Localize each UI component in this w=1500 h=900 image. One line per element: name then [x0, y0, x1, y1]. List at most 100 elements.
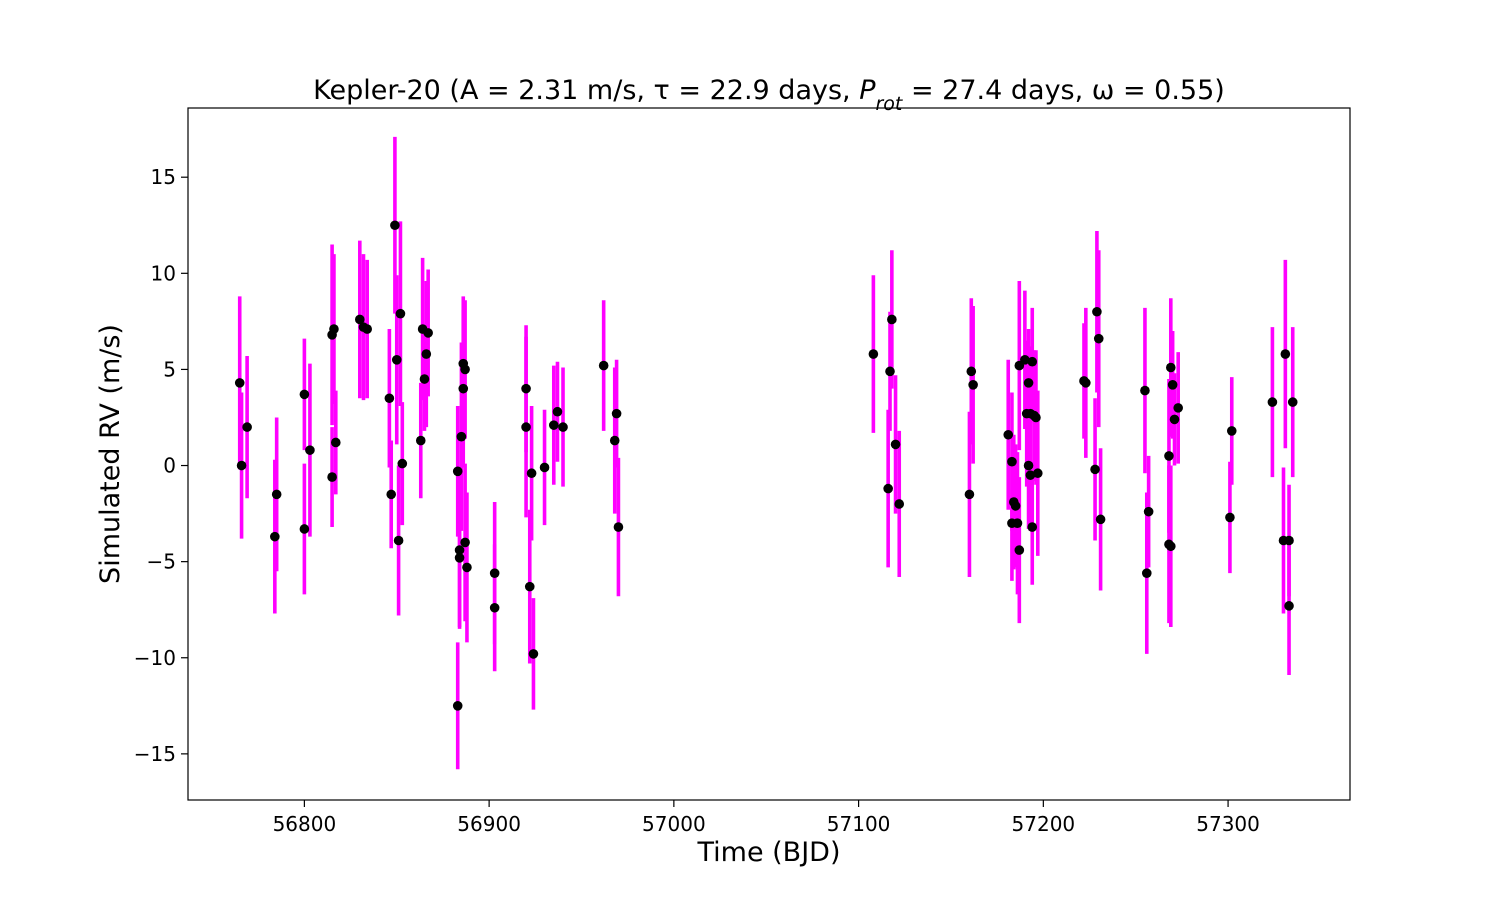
- data-point: [384, 393, 395, 404]
- data-point: [1141, 568, 1152, 578]
- data-point: [1014, 545, 1025, 555]
- data-point: [1167, 380, 1178, 390]
- chart-title-p-symbol: P: [859, 75, 876, 106]
- data-point: [460, 537, 470, 548]
- data-point: [1027, 522, 1038, 532]
- data-point: [330, 437, 341, 448]
- data-point: [1173, 403, 1183, 413]
- y-tick-label: 0: [163, 454, 176, 478]
- data-point: [1267, 397, 1278, 407]
- data-point: [611, 408, 622, 419]
- data-point: [1093, 333, 1104, 344]
- data-point: [1166, 362, 1176, 373]
- y-axis: −15 −10 −5 0 5 10 15: [134, 165, 188, 766]
- data-point: [1226, 426, 1237, 436]
- data-point: [299, 524, 310, 534]
- data-point: [528, 649, 539, 659]
- data-point: [395, 308, 406, 319]
- data-point: [526, 468, 537, 479]
- data-point: [558, 422, 568, 432]
- data-point: [552, 406, 563, 417]
- data-point: [1020, 355, 1030, 365]
- data-point: [1092, 306, 1102, 317]
- data-point: [305, 445, 315, 455]
- data-point: [329, 324, 339, 334]
- x-tick-label: 57000: [642, 812, 706, 836]
- data-point: [386, 489, 397, 500]
- data-point: [489, 568, 500, 578]
- plot-area: [234, 136, 1298, 770]
- data-point: [1012, 518, 1023, 528]
- data-point: [234, 378, 245, 388]
- data-point: [968, 380, 978, 390]
- data-point: [423, 328, 433, 338]
- data-point: [1032, 468, 1043, 479]
- data-point: [242, 422, 252, 432]
- data-point: [454, 553, 465, 563]
- data-point: [362, 324, 372, 334]
- data-point: [397, 458, 408, 469]
- data-point: [415, 435, 426, 446]
- data-point: [1284, 601, 1294, 611]
- data-point: [539, 462, 550, 473]
- data-point: [894, 499, 905, 509]
- data-point: [489, 602, 500, 613]
- x-tick-label: 56800: [273, 812, 337, 836]
- data-point: [1027, 356, 1038, 367]
- data-point: [393, 535, 404, 546]
- data-point: [456, 431, 467, 442]
- data-point: [883, 483, 893, 494]
- data-point: [548, 420, 559, 430]
- x-axis: 56800 56900 57000 57100 57200 57300: [273, 800, 1260, 836]
- x-axis-label: Time (BJD): [696, 837, 840, 868]
- data-point: [524, 581, 535, 592]
- data-point: [1031, 412, 1041, 423]
- data-point: [1081, 378, 1091, 388]
- x-tick-label: 57300: [1196, 812, 1260, 836]
- data-point: [1287, 397, 1298, 407]
- data-point: [454, 545, 465, 555]
- data-point: [390, 220, 400, 231]
- data-point: [1003, 429, 1014, 440]
- x-tick-label: 57200: [1012, 812, 1076, 836]
- data-point: [966, 366, 977, 377]
- data-point: [609, 435, 620, 446]
- data-point: [521, 422, 531, 432]
- data-point: [598, 360, 609, 371]
- data-point: [964, 489, 975, 500]
- data-point: [299, 389, 310, 400]
- data-point: [885, 366, 895, 377]
- y-tick-label: −5: [147, 550, 176, 574]
- data-point: [271, 489, 282, 500]
- data-point: [458, 383, 469, 394]
- data-point: [327, 472, 337, 482]
- data-point: [419, 374, 430, 384]
- y-tick-label: −10: [134, 646, 176, 670]
- data-point: [1023, 460, 1034, 471]
- data-point: [1143, 506, 1154, 517]
- data-point: [1025, 470, 1036, 480]
- data-point: [1284, 535, 1294, 546]
- data-point: [236, 460, 247, 471]
- axes-frame: [187, 107, 1351, 801]
- data-point: [1280, 349, 1291, 359]
- chart-title-prefix: Kepler-20 (A = 2.31 m/s, τ = 22.9 days,: [313, 75, 859, 106]
- data-point: [460, 364, 470, 375]
- chart-title-p-subscript: rot: [876, 93, 904, 115]
- data-point: [1090, 464, 1100, 475]
- data-point: [355, 314, 365, 325]
- x-tick-label: 56900: [457, 812, 521, 836]
- data-point: [452, 466, 463, 477]
- data-point: [391, 355, 402, 365]
- data-point: [613, 522, 624, 532]
- chart-title-suffix: = 27.4 days, ω = 0.55): [902, 75, 1224, 106]
- data-point: [868, 349, 879, 359]
- data-point: [452, 701, 463, 711]
- data-point: [1023, 378, 1034, 388]
- x-tick-label: 57100: [827, 812, 891, 836]
- data-point: [1164, 451, 1174, 461]
- data-point: [1095, 514, 1106, 525]
- data-point: [1166, 541, 1176, 552]
- y-tick-label: 15: [151, 165, 176, 189]
